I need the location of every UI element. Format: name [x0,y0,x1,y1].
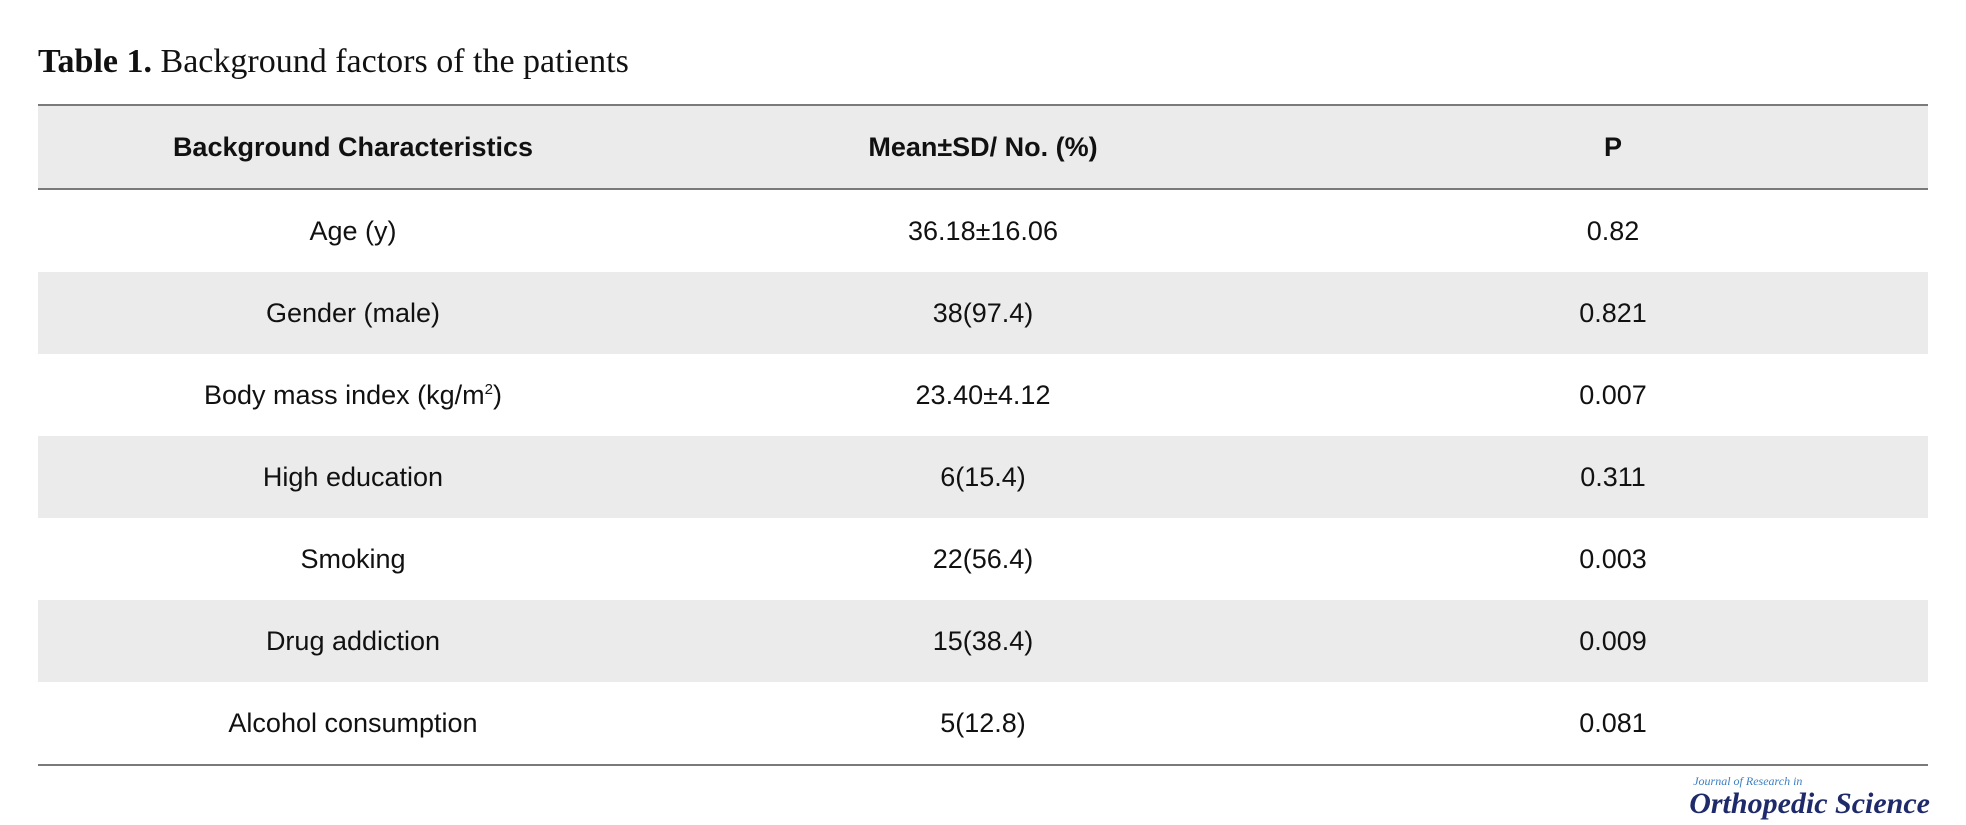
table-row: High education 6(15.4) 0.311 [38,436,1928,518]
p-value-cell: 0.311 [1580,461,1646,492]
characteristic-cell: Alcohol consumption [228,707,478,738]
characteristic-text: Body mass index (kg/m [204,379,485,410]
value-cell: 22(56.4) [932,543,1034,574]
table-caption-text: Background factors of the patients [160,43,629,80]
characteristic-cell: Age (y) [309,215,397,246]
p-value-cell: 0.081 [1579,707,1647,738]
table-row: Alcohol consumption 5(12.8) 0.081 [38,682,1928,764]
journal-logo-line2: Orthopedic Science [1689,787,1930,820]
p-value-cell: 0.82 [1586,215,1640,246]
characteristic-text-end: ) [492,379,502,410]
value-cell: 5(12.8) [940,707,1026,738]
table-row: Gender (male) 38(97.4) 0.821 [38,272,1928,354]
journal-logo: Journal of Research in Orthopedic Scienc… [1689,774,1930,820]
superscript-2: 2 [484,380,493,398]
journal-logo-line1: Journal of Research in [1693,774,1803,788]
characteristic-cell: Smoking [300,543,406,574]
characteristic-cell: High education [262,461,444,492]
characteristic-cell: Body mass index (kg/m2) [38,380,668,411]
p-value-cell: 0.821 [1579,297,1647,328]
value-cell: 38(97.4) [932,297,1034,328]
table-row: Drug addiction 15(38.4) 0.009 [38,600,1928,682]
table-caption-label: Table 1. [38,43,153,80]
p-value-cell: 0.009 [1579,625,1647,656]
table-row: Body mass index (kg/m2) 23.40±4.12 0.007 [38,354,1928,436]
table-caption: Table 1. Background factors of the patie… [38,40,629,84]
value-cell: 23.40±4.12 [915,379,1051,410]
table-row: Age (y) 36.18±16.06 0.82 [38,190,1928,272]
value-cell: 6(15.4) [940,461,1026,492]
table-row: Smoking 22(56.4) 0.003 [38,518,1928,600]
characteristic-cell: Gender (male) [265,297,441,328]
value-cell: 15(38.4) [932,625,1034,656]
table-header-row: Background Characteristics Mean±SD/ No. … [38,106,1928,190]
characteristic-cell: Drug addiction [265,625,441,656]
column-header-p: P [1603,131,1622,162]
column-header-characteristics: Background Characteristics [172,131,534,162]
column-header-mean-sd: Mean±SD/ No. (%) [868,131,1098,162]
p-value-cell: 0.007 [1579,379,1647,410]
p-value-cell: 0.003 [1579,543,1647,574]
value-cell: 36.18±16.06 [908,215,1058,246]
background-factors-table: Background Characteristics Mean±SD/ No. … [38,104,1928,766]
